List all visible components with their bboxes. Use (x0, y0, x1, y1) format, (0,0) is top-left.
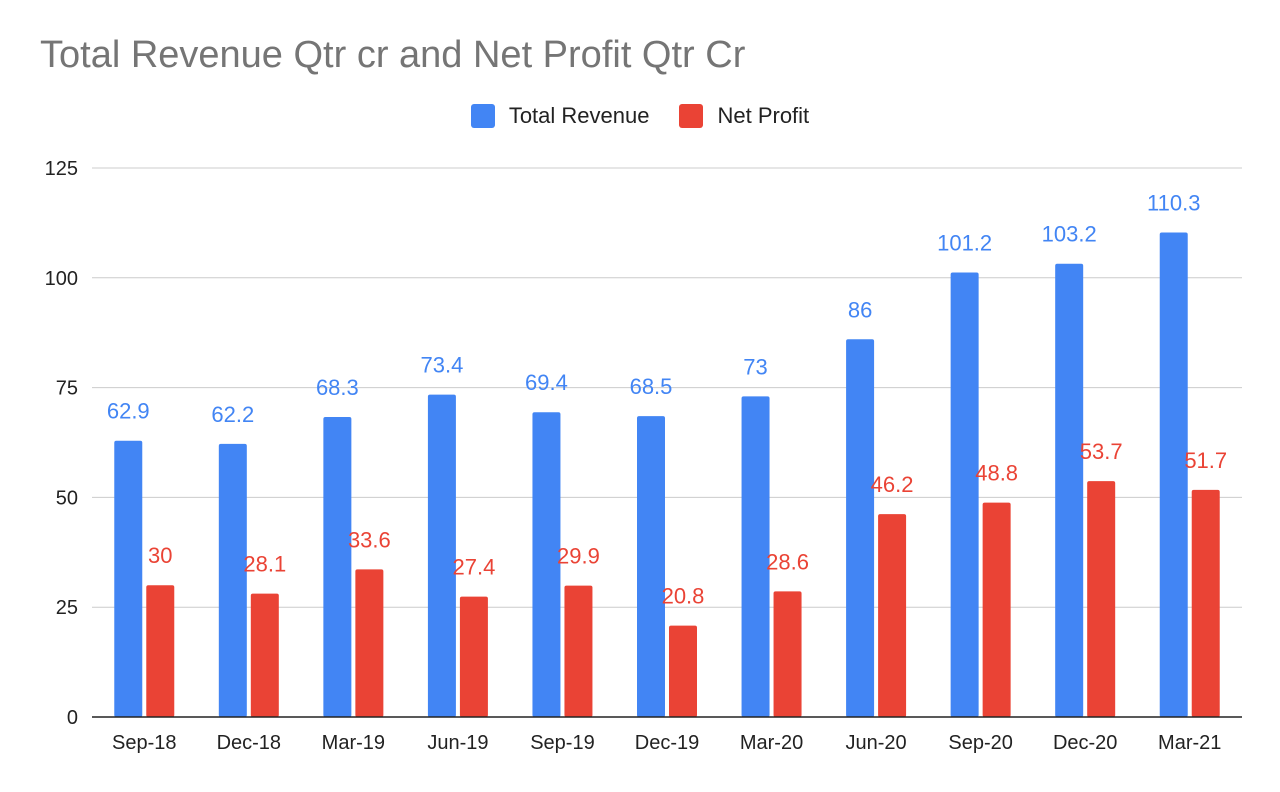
data-label-net-profit: 28.1 (243, 552, 286, 577)
y-tick-label: 0 (67, 707, 78, 729)
data-label-total-revenue: 68.5 (630, 374, 673, 399)
x-tick-label: Dec-19 (635, 732, 699, 754)
y-tick-label: 100 (45, 268, 78, 290)
data-label-net-profit: 46.2 (871, 472, 914, 497)
bar-net-profit (773, 591, 802, 717)
x-tick-label: Mar-21 (1158, 732, 1221, 754)
data-label-net-profit: 30 (148, 543, 172, 568)
bar-total-revenue (741, 396, 770, 717)
data-label-total-revenue: 73.4 (420, 353, 463, 378)
data-label-net-profit: 20.8 (662, 584, 705, 609)
y-tick-label: 25 (56, 597, 78, 619)
bar-net-profit (1087, 481, 1116, 717)
chart-title: Total Revenue Qtr cr and Net Profit Qtr … (40, 34, 746, 76)
x-tick-label: Mar-19 (322, 732, 385, 754)
data-label-total-revenue: 101.2 (937, 231, 992, 256)
bar-total-revenue (114, 440, 143, 717)
bar-total-revenue (1055, 263, 1084, 717)
data-label-net-profit: 29.9 (557, 544, 600, 569)
x-tick-label: Dec-18 (217, 732, 281, 754)
legend-label-total-revenue: Total Revenue (508, 103, 650, 128)
x-tick-label: Mar-20 (740, 732, 803, 754)
y-axis-ticks: 0 25 50 75 100 125 (45, 158, 78, 729)
bar-total-revenue (637, 416, 665, 717)
x-tick-label: Sep-19 (530, 732, 595, 754)
bar-net-profit (564, 585, 593, 717)
legend-label-net-profit: Net Profit (717, 103, 810, 128)
data-label-total-revenue: 110.3 (1147, 191, 1200, 216)
data-label-net-profit: 33.6 (348, 527, 391, 552)
bar-total-revenue (1159, 232, 1188, 718)
bar-net-profit (982, 502, 1011, 717)
bar-total-revenue (950, 272, 979, 717)
bar-net-profit (1191, 489, 1220, 717)
x-tick-label: Sep-18 (112, 732, 177, 754)
legend-swatch-net-profit (679, 104, 704, 128)
legend-item-net-profit[interactable]: Net Profit (679, 103, 809, 129)
data-label-total-revenue: 68.3 (316, 375, 359, 400)
bar-total-revenue (532, 412, 561, 717)
bar-net-profit (250, 593, 279, 717)
data-label-net-profit: 48.8 (975, 461, 1018, 486)
x-axis-ticks: Sep-18 Dec-18 Mar-19 Jun-19 Sep-19 Dec-19 Mar-… (112, 732, 1221, 754)
bar-total-revenue (218, 443, 247, 717)
data-label-total-revenue: 86 (848, 297, 872, 322)
data-label-total-revenue: 62.2 (211, 402, 254, 427)
data-label-total-revenue: 69.4 (525, 370, 568, 395)
x-tick-label: Jun-20 (846, 732, 907, 754)
bar-total-revenue (427, 394, 456, 717)
bar-net-profit (146, 585, 175, 717)
y-tick-label: 50 (56, 487, 78, 509)
bar-net-profit (669, 625, 697, 717)
x-tick-label: Jun-19 (427, 732, 488, 754)
legend: Total Revenue Net Profit (0, 103, 1280, 129)
bar-total-revenue (323, 417, 352, 717)
x-tick-label: Sep-20 (948, 732, 1013, 754)
data-label-total-revenue: 103.2 (1042, 222, 1097, 247)
legend-item-total-revenue[interactable]: Total Revenue (470, 103, 650, 129)
y-tick-label: 125 (45, 158, 78, 180)
data-label-net-profit: 51.7 (1184, 448, 1227, 473)
data-label-net-profit: 28.6 (766, 549, 809, 574)
data-label-total-revenue: 62.9 (107, 399, 150, 424)
data-label-net-profit: 27.4 (452, 555, 495, 580)
data-label-total-revenue: 73 (743, 354, 767, 379)
legend-swatch-total-revenue (470, 104, 495, 128)
data-label-net-profit: 53.7 (1080, 439, 1123, 464)
bars (114, 232, 1220, 718)
data-labels: 62.9 30 62.2 28.1 68.3 33.6 73.4 27.4 69.4 29.9 68… (107, 191, 1227, 609)
y-tick-label: 75 (56, 378, 78, 400)
bar-total-revenue (846, 339, 875, 717)
bar-net-profit (355, 569, 384, 717)
x-tick-label: Dec-20 (1053, 732, 1117, 754)
gridlines (92, 167, 1242, 608)
bar-net-profit (459, 596, 488, 717)
bar-net-profit (878, 514, 907, 717)
